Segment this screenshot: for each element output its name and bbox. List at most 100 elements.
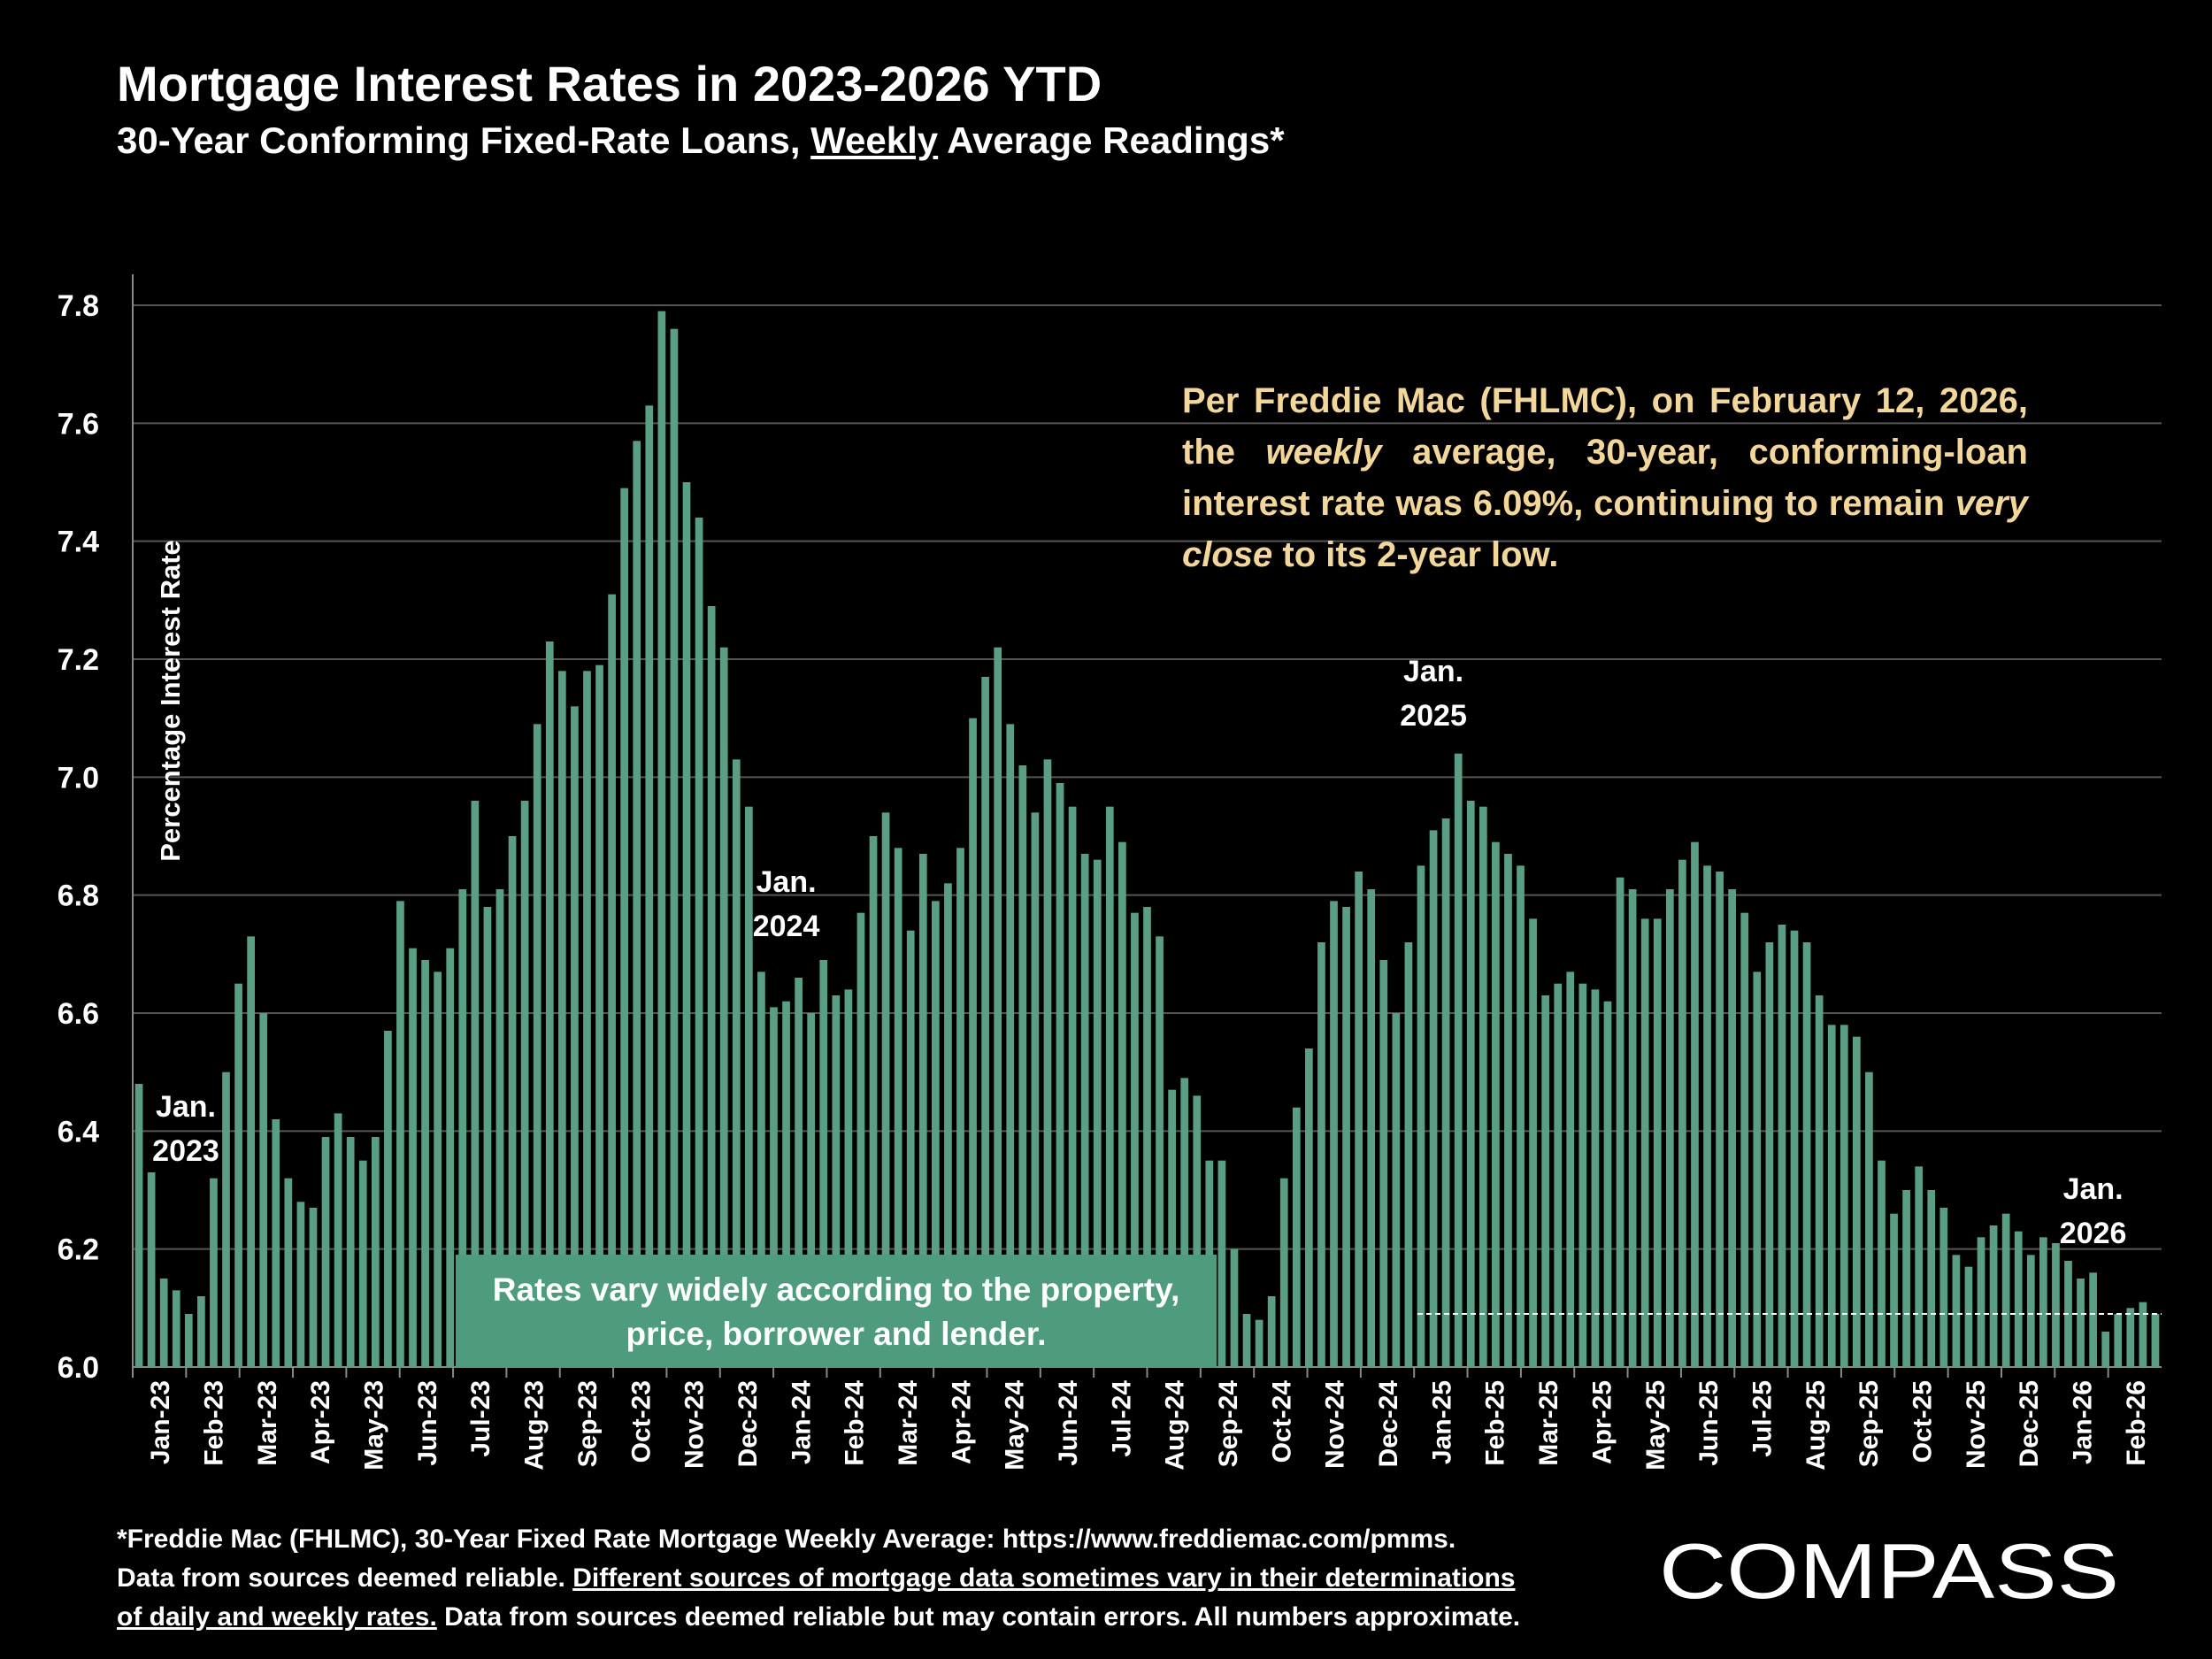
bar xyxy=(2089,1272,2097,1367)
bar xyxy=(1554,983,1563,1367)
bar xyxy=(931,901,940,1367)
bar-chart: 6.0 6.2 6.4 6.6 6.8 7.0 7.2 7.4 7.6 7.8 Jan-23 Feb… xyxy=(58,274,2162,1471)
bar xyxy=(1355,872,1363,1367)
bar xyxy=(906,930,915,1367)
bar xyxy=(259,1013,268,1367)
bar xyxy=(309,1208,318,1367)
x-tick-label: Nov-23 xyxy=(680,1380,710,1469)
bar xyxy=(1902,1190,1910,1367)
bar xyxy=(1404,942,1413,1367)
x-tick-label: Oct-25 xyxy=(1908,1380,1937,1463)
bar xyxy=(956,848,964,1367)
y-axis-label: Percentage Interest Rate xyxy=(155,540,186,862)
x-tick-label: May-23 xyxy=(360,1380,389,1471)
bar xyxy=(446,948,455,1367)
x-tick-label: Jan-25 xyxy=(1427,1380,1456,1464)
bar xyxy=(1068,806,1077,1367)
bar xyxy=(533,724,541,1367)
bar xyxy=(894,848,902,1367)
bar xyxy=(1778,925,1786,1367)
bar xyxy=(557,671,566,1367)
bar xyxy=(1740,912,1749,1367)
bar xyxy=(1989,1225,1998,1367)
y-tick-label: 7.2 xyxy=(58,643,99,677)
bar xyxy=(508,836,517,1367)
bar xyxy=(1080,854,1089,1367)
bar xyxy=(471,801,480,1367)
bar xyxy=(707,606,716,1367)
bar xyxy=(1728,889,1737,1367)
bars xyxy=(134,311,2160,1368)
y-tick-label: 7.0 xyxy=(58,761,99,795)
year-marker-line-1: Jan. xyxy=(1403,655,1463,688)
bar xyxy=(210,1178,218,1367)
bar xyxy=(1006,724,1015,1367)
footnote-line-1: *Freddie Mac (FHLMC), 30-Year Fixed Rate… xyxy=(117,1525,1456,1554)
bar xyxy=(2026,1255,2035,1367)
bar xyxy=(732,759,741,1367)
x-tick-label: Dec-24 xyxy=(1374,1380,1403,1468)
note-box-background xyxy=(456,1255,1217,1368)
x-tick-label: Jan-24 xyxy=(787,1380,816,1464)
x-tick-label: Jul-24 xyxy=(1107,1380,1136,1457)
bar xyxy=(1105,806,1114,1367)
x-tick-label: Apr-25 xyxy=(1587,1380,1617,1464)
bar xyxy=(1379,960,1388,1367)
footnote: *Freddie Mac (FHLMC), 30-Year Fixed Rate… xyxy=(117,1520,1621,1637)
bar xyxy=(2001,1213,2010,1367)
bar xyxy=(1255,1319,1263,1367)
bar xyxy=(396,901,404,1367)
compass-logo: COMPASS xyxy=(1659,1527,2119,1612)
footnote-line-3a: of daily and weekly rates. xyxy=(117,1602,437,1632)
callout-part-2: average, 30-year, conforming-loan intere… xyxy=(1182,433,2028,523)
year-marker-line-2: 2023 xyxy=(152,1134,219,1168)
bar xyxy=(1342,907,1350,1367)
y-tick-labels: 6.0 6.2 6.4 6.6 6.8 7.0 7.2 7.4 7.6 7.8 xyxy=(58,289,99,1385)
bar xyxy=(2101,1332,2110,1367)
bar xyxy=(1504,854,1512,1367)
bar xyxy=(1093,859,1102,1367)
bar xyxy=(358,1160,367,1367)
footnote-line-2a: Data from sources deemed reliable. xyxy=(117,1563,573,1593)
note-box: Rates vary widely according to the prope… xyxy=(456,1255,1217,1368)
x-tick-label: Sep-25 xyxy=(1855,1380,1884,1467)
bar xyxy=(819,960,828,1367)
year-marker-line-2: 2024 xyxy=(753,910,820,943)
x-tick-label: Jul-25 xyxy=(1747,1380,1777,1457)
x-tick-label: Mar-24 xyxy=(894,1380,923,1466)
bar xyxy=(1839,1025,1848,1367)
bar xyxy=(284,1178,293,1367)
bar xyxy=(770,1007,778,1367)
bar xyxy=(1267,1296,1276,1367)
year-marker-line-1: Jan. xyxy=(156,1090,216,1124)
bar xyxy=(657,311,666,1368)
bar xyxy=(434,972,442,1367)
bar xyxy=(458,889,467,1367)
bar xyxy=(620,488,629,1367)
compass-logo-text: COMPASS xyxy=(1659,1527,2119,1612)
x-tick-label: Jan-23 xyxy=(146,1380,175,1464)
bar xyxy=(247,936,256,1367)
bar xyxy=(1852,1036,1861,1367)
bar xyxy=(346,1137,355,1367)
bar xyxy=(2052,1243,2060,1367)
bar xyxy=(1716,872,1724,1367)
bar xyxy=(645,405,654,1367)
bar xyxy=(608,594,616,1367)
bar xyxy=(1939,1208,1948,1367)
bar xyxy=(2014,1231,2023,1367)
bar xyxy=(994,647,1002,1367)
x-tick-label: Aug-24 xyxy=(1161,1380,1190,1471)
bar xyxy=(1915,1166,1924,1367)
bar xyxy=(1640,918,1649,1367)
bar xyxy=(1479,806,1487,1367)
bar xyxy=(682,482,691,1367)
bar xyxy=(1056,783,1064,1367)
bar xyxy=(222,1071,230,1367)
bar xyxy=(633,441,641,1367)
bar xyxy=(695,518,703,1367)
x-tick-label: Aug-25 xyxy=(1801,1380,1831,1471)
note-box-line-2: price, borrower and lender. xyxy=(626,1316,1047,1352)
bar xyxy=(583,671,591,1367)
bar xyxy=(1230,1248,1239,1367)
